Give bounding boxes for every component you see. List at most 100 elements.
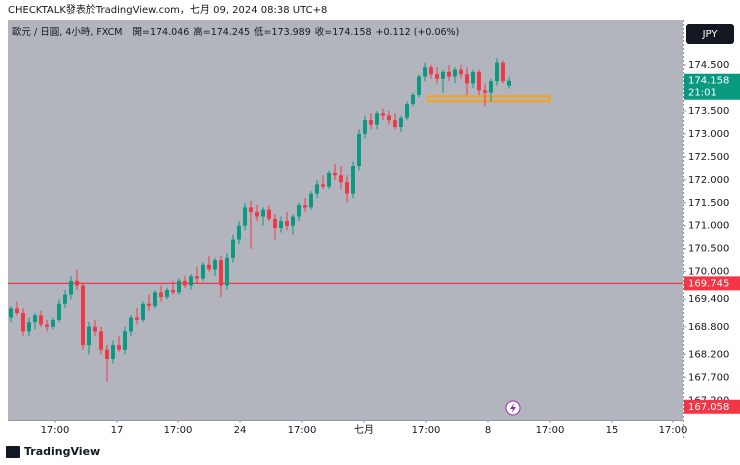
candle-body [459, 69, 463, 75]
candle-body [303, 205, 307, 208]
candle-body [417, 76, 421, 95]
candle-body [291, 216, 295, 226]
x-tick-label: 17:00 [164, 425, 193, 436]
candle-body [507, 80, 511, 86]
header-text: 174.158 [332, 27, 371, 38]
candle-body [477, 71, 481, 91]
candle-body [207, 264, 211, 270]
candle-body [255, 211, 259, 217]
plot-area [8, 20, 683, 420]
candle-body [489, 81, 493, 93]
x-tick-label: 17:00 [659, 425, 688, 436]
candle-body [165, 290, 169, 297]
candle-body [237, 225, 241, 240]
candle-body [183, 280, 187, 286]
header-text: 開= [132, 27, 149, 38]
plot [8, 58, 683, 382]
x-tick-label: 17:00 [288, 425, 317, 436]
candle-body [189, 276, 193, 286]
candle-body [45, 324, 49, 327]
y-tick-label: 167.700 [688, 372, 729, 383]
candle-body [351, 166, 355, 194]
symbol-header: 歐元 / 日圓, 4小時, FXCM 開=174.046 高=174.245 低=17… [12, 26, 459, 38]
candle-body [429, 67, 433, 75]
header-text: 174.046 [150, 27, 189, 38]
y-tick-label: 170.000 [688, 267, 729, 278]
x-tick-label: 七月 [354, 424, 374, 436]
page-title: CHECKTALK發表於TradingView.com，七月 09, 2024 … [8, 3, 327, 16]
candle-body [75, 280, 79, 286]
header-text: +0.112 (+0.06%) [376, 27, 460, 38]
candle-body [177, 280, 181, 293]
hline-price-tag [684, 276, 740, 291]
y-tick-label: 172.500 [688, 152, 729, 163]
candle-body [501, 62, 505, 82]
candle-body [333, 172, 337, 176]
candle-body [279, 221, 283, 229]
currency-box [686, 24, 734, 44]
candle-body [99, 331, 103, 350]
candle-body [123, 331, 127, 350]
candle-body [315, 184, 319, 194]
range-box [427, 95, 551, 102]
candle-body [135, 317, 139, 320]
header-text: 低= [254, 26, 271, 38]
candle-body [57, 303, 61, 320]
candle-body [111, 345, 115, 359]
x-tick-label: 17:00 [412, 425, 441, 436]
header-text: 高= [193, 26, 210, 38]
y-tick-label: 171.000 [688, 221, 729, 232]
candle-body [243, 207, 247, 226]
candle-body [147, 303, 151, 307]
candle-body [327, 172, 331, 187]
candle-body [387, 115, 391, 121]
candle-body [495, 62, 499, 82]
candle-body [81, 285, 85, 346]
x-axis: 17:00 17 17:00 24 17:00 七月 17:00 8 17:00 15 17:00 [41, 420, 688, 436]
price-marker-tag [684, 399, 740, 414]
y-tick-label: 174.500 [688, 60, 729, 71]
header-text: 173.989 [271, 27, 310, 38]
candle-body [399, 117, 403, 128]
price-marker-label: 167.058 [688, 402, 729, 413]
candle-body [69, 280, 73, 295]
y-tick-label: 169.400 [688, 294, 729, 305]
x-tick-label: 17:00 [41, 425, 70, 436]
candle-body [129, 317, 133, 332]
candle-body [63, 294, 67, 304]
candle-body [447, 71, 451, 77]
candle-body [441, 71, 445, 79]
candle-body [375, 113, 379, 125]
candle-body [21, 312, 25, 332]
logo [6, 446, 20, 458]
candle-body [393, 120, 397, 128]
y-tick-label: 168.200 [688, 349, 729, 360]
candle-body [369, 120, 373, 125]
candle-body [267, 209, 271, 219]
candle-body [363, 120, 367, 134]
y-tick-label: 170.500 [688, 244, 729, 255]
candle-body [27, 322, 31, 332]
footer-brand: TradingView [24, 445, 100, 458]
candle-body [285, 221, 289, 226]
candle-body [15, 308, 19, 313]
x-tick-label: 17:00 [536, 425, 565, 436]
hline-price-label: 169.745 [688, 278, 729, 289]
candle-body [93, 326, 97, 332]
candle-body [321, 184, 325, 187]
x-tick-label: 15 [606, 425, 619, 436]
candle-body [225, 257, 229, 286]
y-tick-label: 171.500 [688, 198, 729, 209]
y-tick-label: 168.800 [688, 322, 729, 333]
y-tick-label: 172.000 [688, 175, 729, 186]
header-text: 歐元 / 日圓, 4小時, FXCM [12, 26, 122, 38]
candle-body [249, 207, 253, 212]
candle-body [213, 260, 217, 270]
candle-body [453, 69, 457, 77]
candle-body [435, 74, 439, 79]
last-price-label: 174.158 [688, 76, 729, 87]
last-price-tag [684, 73, 740, 100]
candle-body [423, 67, 427, 77]
y-tick-label: 173.500 [688, 106, 729, 117]
